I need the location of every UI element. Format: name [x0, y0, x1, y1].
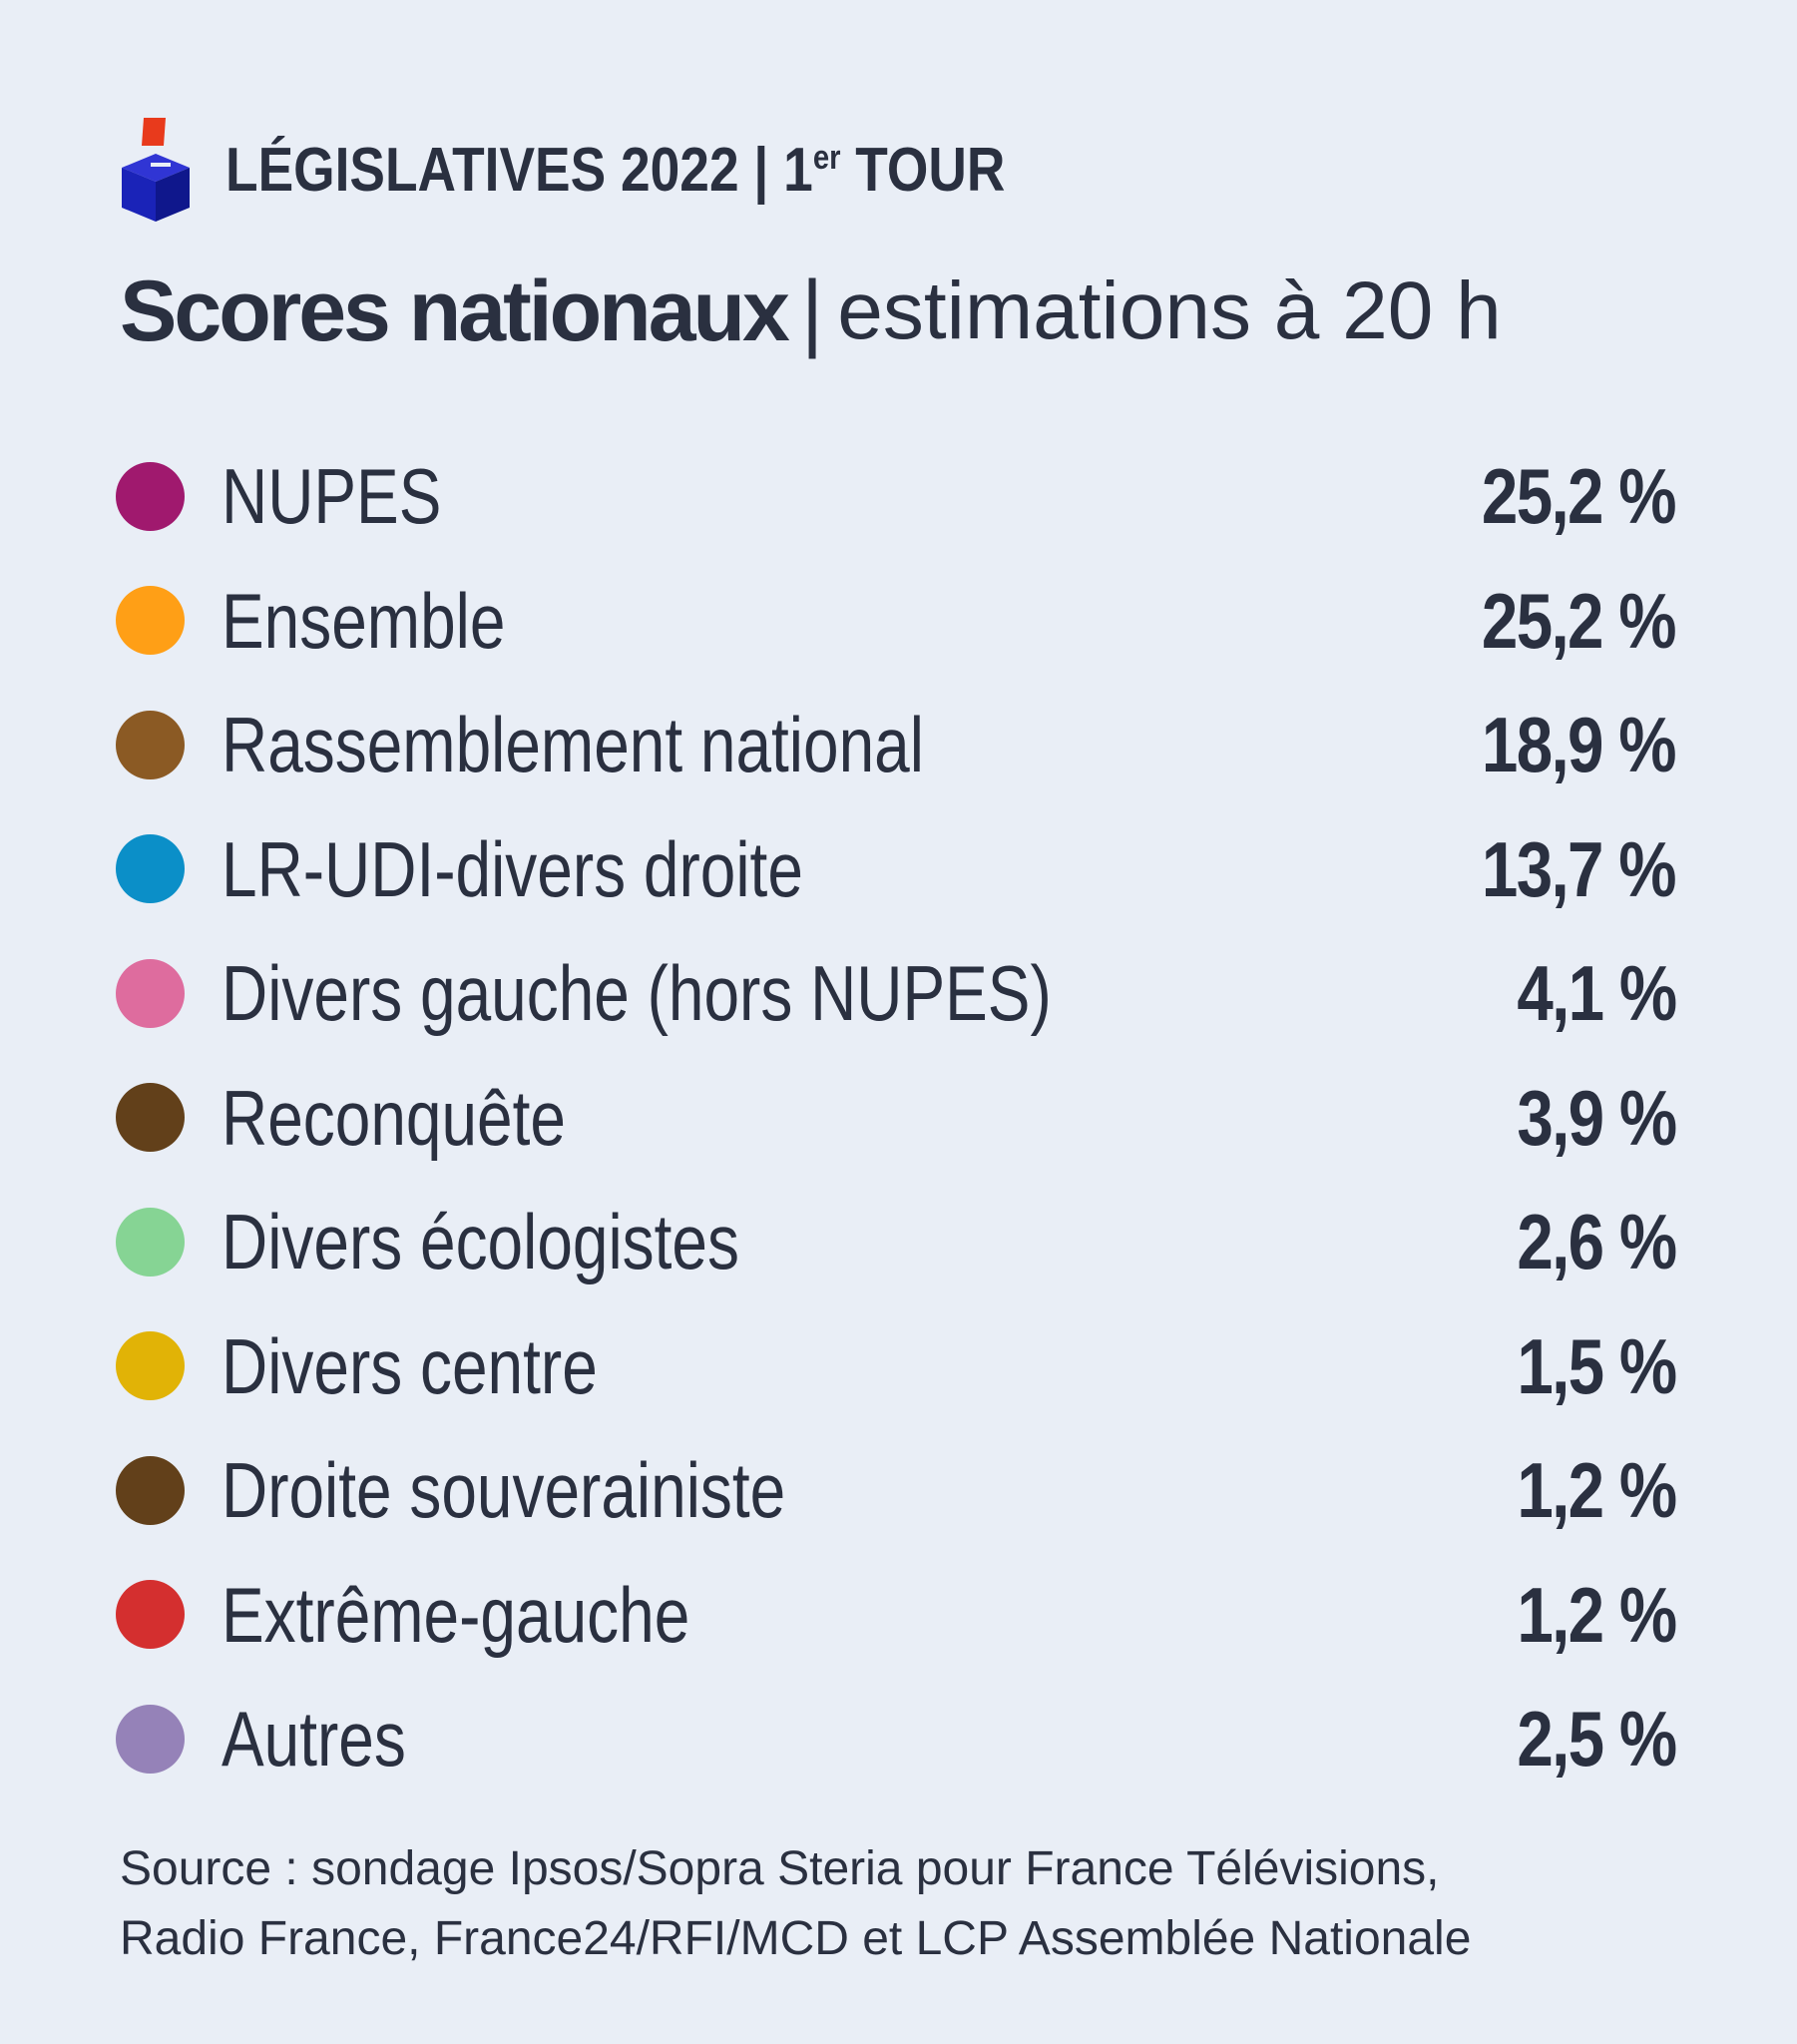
party-label: Autres — [222, 1695, 406, 1783]
ballot-box-icon — [122, 118, 190, 222]
party-label: Droite souverainiste — [222, 1446, 786, 1534]
score-row: Droite souverainiste 1,2 % — [0, 1428, 1797, 1552]
party-label: Divers centre — [222, 1321, 598, 1410]
score-row: Reconquête 3,9 % — [0, 1056, 1797, 1180]
source-line-1: Source : sondage Ipsos/Sopra Steria pour… — [120, 1842, 1440, 1895]
party-label: Divers écologistes — [222, 1198, 739, 1285]
title-row: Scores nationaux | estimations à 20 h — [120, 252, 1502, 371]
page-title: Scores nationaux — [120, 262, 790, 359]
party-score: 18,9 % — [1482, 701, 1677, 788]
party-color-dot — [116, 1580, 185, 1649]
party-color-dot — [116, 1331, 185, 1400]
party-label: Reconquête — [222, 1073, 566, 1162]
score-row: Ensemble 25,2 % — [0, 559, 1797, 683]
score-row: LR-UDI-divers droite 13,7 % — [0, 807, 1797, 931]
kicker-main: LÉGISLATIVES 2022 | 1 — [225, 135, 813, 205]
party-score: 1,2 % — [1516, 1570, 1677, 1659]
party-color-dot — [116, 1704, 185, 1774]
party-label: Ensemble — [222, 576, 506, 665]
score-row: Divers gauche (hors NUPES) 4,1 % — [0, 931, 1797, 1055]
title-separator: | — [800, 262, 824, 359]
kicker-end: TOUR — [840, 135, 1006, 205]
party-color-dot — [116, 710, 185, 779]
source-note: Source : sondage Ipsos/Sopra Steria pour… — [120, 1834, 1716, 1974]
party-color-dot — [116, 834, 185, 903]
party-color-dot — [116, 1083, 185, 1152]
score-row: Rassemblement national 18,9 % — [0, 683, 1797, 806]
party-score: 2,6 % — [1516, 1198, 1677, 1285]
party-color-dot — [116, 586, 185, 655]
score-row: Divers écologistes 2,6 % — [0, 1180, 1797, 1303]
page-subtitle: estimations à 20 h — [837, 265, 1502, 356]
party-score: 4,1 % — [1516, 949, 1677, 1037]
party-label: LR-UDI-divers droite — [222, 824, 803, 913]
party-color-dot — [116, 1455, 185, 1525]
score-row: NUPES 25,2 % — [0, 434, 1797, 558]
party-label: Rassemblement national — [222, 701, 924, 788]
party-label: Extrême-gauche — [222, 1570, 690, 1659]
party-score: 13,7 % — [1482, 824, 1677, 913]
kicker: LÉGISLATIVES 2022 | 1er TOUR — [225, 135, 1005, 206]
party-score: 25,2 % — [1482, 452, 1677, 540]
party-label: Divers gauche (hors NUPES) — [222, 949, 1052, 1037]
party-score: 3,9 % — [1516, 1073, 1677, 1162]
party-score: 1,2 % — [1516, 1446, 1677, 1534]
party-color-dot — [116, 958, 185, 1028]
score-row: Autres 2,5 % — [0, 1677, 1797, 1800]
party-color-dot — [116, 1207, 185, 1277]
score-row: Extrême-gauche 1,2 % — [0, 1553, 1797, 1677]
party-score: 25,2 % — [1482, 576, 1677, 665]
party-color-dot — [116, 461, 185, 531]
party-label: NUPES — [222, 452, 442, 540]
header: LÉGISLATIVES 2022 | 1er TOUR — [120, 118, 1132, 222]
score-row: Divers centre 1,5 % — [0, 1304, 1797, 1428]
kicker-sup: er — [812, 138, 841, 177]
party-score: 1,5 % — [1516, 1321, 1677, 1410]
party-score: 2,5 % — [1516, 1695, 1677, 1783]
source-line-2: Radio France, France24/RFI/MCD et LCP As… — [120, 1912, 1472, 1965]
